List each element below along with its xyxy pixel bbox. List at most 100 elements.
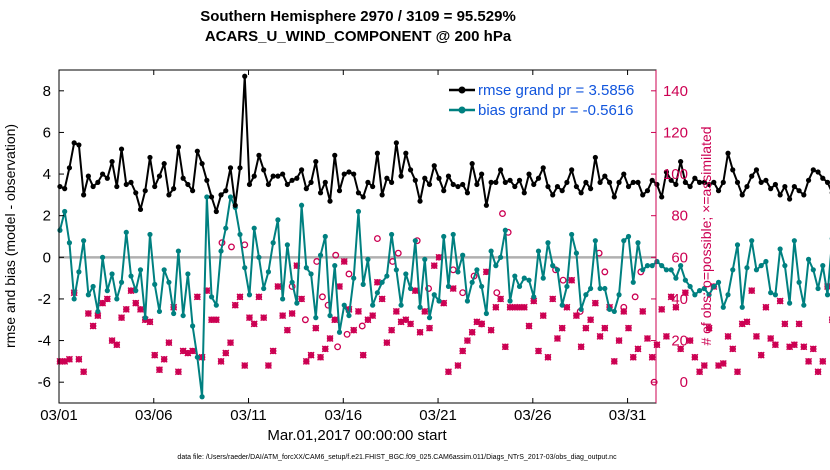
bias-point	[820, 263, 826, 269]
rmse-point	[573, 183, 580, 190]
y-left-tick-label: 2	[43, 208, 51, 225]
bias-point	[374, 290, 380, 296]
rmse-point	[166, 192, 172, 198]
rmse-point	[398, 173, 404, 179]
rmse-point	[673, 181, 679, 188]
rmse-point	[218, 192, 224, 198]
bias-point	[407, 285, 414, 292]
rmse-point	[365, 179, 371, 185]
obs-assimilated-point	[179, 347, 187, 355]
obs-assimilated-point	[354, 307, 362, 315]
obs-assimilated-point	[122, 305, 130, 313]
obs-assimilated-point	[392, 307, 400, 315]
x-tick-label: 03/11	[230, 407, 266, 424]
obs-assimilated-point	[151, 351, 159, 359]
bias-point	[90, 283, 96, 290]
bias-point	[85, 292, 91, 298]
bias-point	[550, 263, 556, 269]
obs-assimilated-point	[734, 368, 741, 376]
obs-assimilated-point	[591, 299, 599, 307]
rmse-point	[389, 179, 395, 185]
bias-point	[303, 265, 309, 271]
rmse-point	[284, 181, 290, 188]
obs-assimilated-point	[222, 349, 230, 357]
obs-assimilated-point	[572, 312, 580, 320]
obs-assimilated-point	[264, 362, 272, 370]
bias-point	[460, 252, 466, 258]
rmse-point	[824, 179, 830, 185]
bias-point	[706, 292, 712, 298]
bias-point	[801, 302, 807, 308]
bias-point	[417, 304, 423, 310]
rmse-point	[540, 165, 546, 171]
obs-assimilated-point	[165, 339, 173, 347]
rmse-point	[137, 206, 144, 213]
rmse-point	[332, 152, 338, 158]
obs-assimilated-point	[743, 318, 751, 326]
bias-point	[701, 285, 707, 292]
rmse-point	[95, 179, 101, 185]
obs-possible-only-point	[478, 320, 486, 328]
bias-point	[436, 298, 442, 304]
rmse-point	[374, 150, 380, 156]
rmse-point	[701, 179, 707, 185]
obs-assimilated-point	[667, 293, 675, 301]
rmse-point	[133, 190, 139, 196]
obs-assimilated-point	[411, 287, 419, 295]
obs-assimilated-point	[653, 341, 661, 349]
rmse-point	[635, 179, 641, 185]
obs-assimilated-point	[819, 357, 827, 365]
bias-point	[678, 263, 684, 269]
legend-bias-label: bias grand pr = -0.5616	[478, 102, 634, 119]
obs-possible-only-point	[345, 270, 353, 278]
bias-point	[692, 292, 698, 298]
rmse-point	[436, 175, 442, 181]
rmse-point	[545, 183, 551, 190]
rmse-point	[412, 177, 418, 183]
x-tick-label: 03/21	[419, 407, 457, 424]
bias-point	[649, 263, 655, 269]
obs-assimilated-point	[94, 312, 102, 320]
y-axis-right-ticks: 0 20 40 60 80 100 120 140	[651, 83, 688, 391]
bias-point	[384, 273, 390, 279]
obs-assimilated-point	[56, 357, 64, 365]
rmse-point	[275, 173, 281, 179]
x-tick-label: 03/31	[609, 407, 647, 424]
bias-point	[815, 285, 821, 292]
rmse-point	[616, 179, 622, 185]
bias-point	[602, 285, 608, 292]
bias-point	[734, 242, 741, 248]
bias-point	[57, 227, 63, 233]
obs-assimilated-point	[189, 347, 197, 355]
legend-rmse-marker	[458, 86, 466, 94]
bias-point	[578, 306, 584, 312]
bias-point	[147, 231, 153, 238]
obs-assimilated-point	[132, 299, 140, 307]
rmse-point	[502, 179, 508, 185]
rmse-point	[706, 181, 712, 188]
bias-point	[696, 288, 703, 294]
bias-point	[204, 194, 210, 200]
obs-possible-only-point	[332, 251, 340, 259]
obs-assimilated-point	[89, 322, 97, 330]
obs-assimilated-point	[771, 341, 779, 349]
bias-point	[559, 302, 565, 308]
rmse-point	[550, 192, 556, 198]
rmse-point	[531, 181, 537, 188]
obs-assimilated-point	[620, 307, 628, 315]
bias-point	[659, 263, 665, 269]
bias-point	[185, 271, 191, 277]
rmse-point	[559, 188, 565, 194]
obs-assimilated-point	[767, 334, 775, 342]
obs-assimilated-point	[283, 326, 291, 334]
obs-assimilated-point	[103, 295, 111, 303]
y-right-tick-label: 80	[671, 208, 688, 225]
bias-point	[194, 354, 200, 360]
bias-point	[588, 285, 594, 292]
bias-point	[289, 279, 295, 285]
bias-point	[663, 267, 670, 273]
bias-point	[782, 263, 788, 269]
bias-point	[763, 258, 769, 265]
rmse-point	[640, 192, 646, 198]
rmse-point	[346, 169, 352, 175]
